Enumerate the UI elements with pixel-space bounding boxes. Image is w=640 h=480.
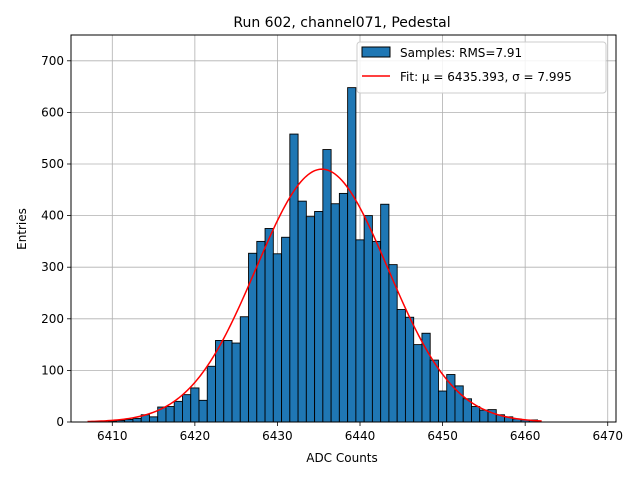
histogram-bar <box>173 400 183 423</box>
x-tick-label: 6440 <box>345 429 376 443</box>
x-tick-label: 6410 <box>97 429 128 443</box>
histogram-bar <box>215 340 225 423</box>
legend: Samples: RMS=7.91 Fit: μ = 6435.393, σ =… <box>356 41 607 94</box>
histogram-bar <box>479 409 489 423</box>
histogram-bar <box>380 203 390 423</box>
histogram-bar <box>429 359 439 423</box>
gaussian-fit-line <box>87 168 542 423</box>
histogram-bar <box>264 228 274 423</box>
y-tick-label: 300 <box>41 260 64 274</box>
y-tick-label: 700 <box>41 54 64 68</box>
fit-curve <box>87 168 542 423</box>
histogram-bar <box>148 416 159 423</box>
histogram-bar <box>165 406 175 423</box>
histogram-bar <box>454 385 464 423</box>
histogram-bar <box>256 240 266 423</box>
plot-frame <box>70 34 617 423</box>
y-tick-label: 200 <box>41 312 64 326</box>
histogram-bar <box>396 309 406 423</box>
histogram-bar <box>371 240 382 423</box>
legend-label-samples: Samples: RMS=7.91 <box>400 46 522 60</box>
histogram-bar <box>413 344 423 423</box>
y-tick-label: 500 <box>41 157 64 171</box>
histogram-bars <box>107 87 539 423</box>
x-tick-label: 6470 <box>592 429 623 443</box>
y-tick-label: 100 <box>41 363 64 377</box>
y-tick-label: 600 <box>41 105 64 119</box>
histogram-bar <box>231 342 241 423</box>
histogram-bar <box>347 87 357 423</box>
histogram-bar <box>206 365 216 423</box>
histogram-bar <box>355 239 365 423</box>
legend-swatch-samples <box>361 46 391 58</box>
histogram-bar <box>404 316 415 423</box>
histogram-bar <box>314 211 324 423</box>
histogram-bar <box>182 394 192 423</box>
x-tick-label: 6430 <box>262 429 293 443</box>
histogram-bar <box>322 149 332 423</box>
histogram-bar <box>421 332 431 423</box>
y-tick-label: 0 <box>56 415 64 429</box>
histogram-bar <box>297 200 307 423</box>
histogram-bar <box>281 236 291 423</box>
x-axis-label: ADC Counts <box>306 451 378 465</box>
histogram-bar <box>239 316 249 423</box>
histogram-bar <box>248 252 258 423</box>
histogram-bar <box>338 192 349 423</box>
histogram-bar <box>471 406 481 423</box>
x-axis-ticks: 6410 6420 6430 6440 6450 6460 6470 <box>97 422 623 443</box>
chart-title: Run 602, channel071, Pedestal <box>233 15 450 31</box>
grid-lines <box>71 35 616 423</box>
histogram-bar <box>132 417 142 423</box>
histogram-bar <box>190 387 200 423</box>
histogram-bar <box>198 399 208 423</box>
histogram-bar <box>272 253 283 423</box>
histogram-bar <box>363 215 373 423</box>
x-tick-label: 6450 <box>427 429 458 443</box>
histogram-bar <box>223 340 233 423</box>
histogram-bar <box>438 390 448 423</box>
histogram-bar <box>289 133 299 423</box>
histogram-bar <box>330 203 340 423</box>
legend-label-fit: Fit: μ = 6435.393, σ = 7.995 <box>400 70 572 84</box>
x-tick-label: 6460 <box>510 429 541 443</box>
y-tick-label: 400 <box>41 209 64 223</box>
histogram-bar <box>305 216 316 423</box>
x-tick-label: 6420 <box>180 429 211 443</box>
y-axis-label: Entries <box>15 208 29 250</box>
legend-box <box>356 41 607 94</box>
y-axis-ticks: 0 100 200 300 400 500 600 700 <box>41 54 71 429</box>
